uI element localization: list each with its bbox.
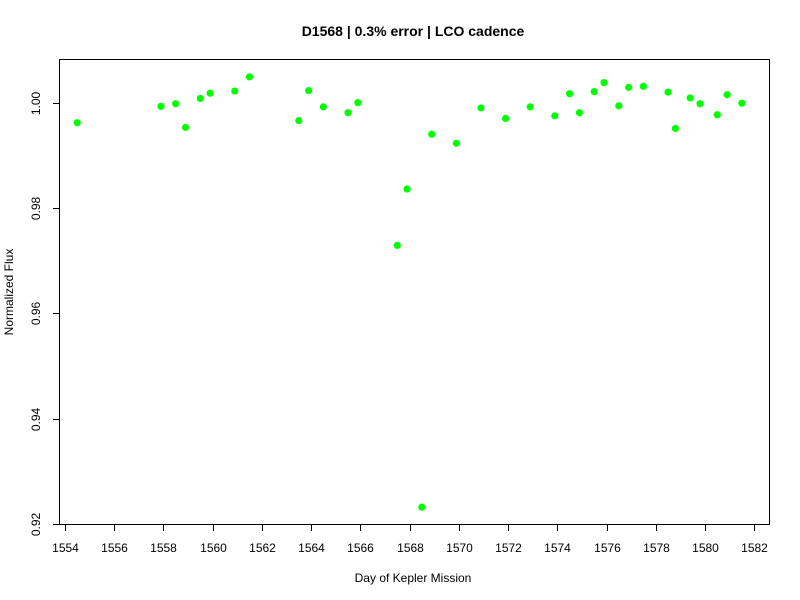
x-tick-label: 1560 — [200, 541, 227, 555]
data-point — [181, 123, 190, 132]
data-point — [157, 102, 165, 110]
data-point — [305, 86, 313, 95]
data-point — [354, 99, 362, 107]
y-tick-label: 1.00 — [29, 91, 43, 115]
data-point — [526, 103, 534, 111]
data-point — [393, 241, 401, 249]
data-point — [713, 111, 721, 119]
data-point — [615, 102, 623, 110]
chart-title: D1568 | 0.3% error | LCO cadence — [302, 23, 525, 39]
x-tick-label: 1556 — [101, 541, 128, 555]
data-point — [639, 82, 648, 90]
data-point — [428, 130, 436, 138]
data-point — [600, 79, 608, 87]
y-tick-label: 0.98 — [29, 196, 43, 220]
data-point — [565, 90, 574, 98]
x-tick-label: 1580 — [692, 541, 719, 555]
data-point — [696, 100, 704, 108]
data-point — [418, 503, 426, 511]
y-axis: 0.92 0.94 0.96 0.98 1.00 — [29, 91, 60, 536]
data-point — [172, 100, 180, 108]
data-point — [575, 109, 584, 117]
data-point — [477, 104, 485, 112]
data-point — [452, 139, 460, 147]
data-point — [73, 119, 81, 127]
data-point — [319, 103, 328, 111]
x-tick-label: 1564 — [298, 541, 325, 555]
data-points — [73, 73, 746, 511]
plot-frame — [59, 59, 770, 525]
x-tick-label: 1562 — [249, 541, 276, 555]
data-point — [206, 89, 214, 97]
x-tick-label: 1554 — [52, 541, 79, 555]
data-point — [231, 87, 239, 95]
x-tick-label: 1570 — [446, 541, 473, 555]
data-point — [551, 112, 559, 120]
data-point — [738, 99, 746, 107]
y-tick-label: 0.94 — [29, 407, 43, 431]
x-tick-label: 1558 — [150, 541, 177, 555]
data-point — [723, 91, 731, 99]
data-point — [344, 109, 352, 117]
y-axis-label: Normalized Flux — [2, 249, 16, 336]
data-point — [664, 88, 672, 96]
data-point — [590, 88, 598, 96]
x-tick-label: 1582 — [741, 541, 768, 555]
data-point — [686, 94, 694, 102]
data-point — [295, 116, 303, 125]
x-tick-label: 1572 — [495, 541, 522, 555]
data-point — [671, 124, 680, 133]
x-tick-label: 1566 — [347, 541, 374, 555]
y-tick-label: 0.96 — [29, 301, 43, 325]
data-point — [245, 73, 254, 81]
x-tick-label: 1574 — [544, 541, 571, 555]
data-point — [625, 83, 633, 91]
data-point — [501, 114, 510, 123]
x-axis: 1554 1556 1558 1560 1562 1564 1566 1568 1570 1572… — [52, 524, 768, 555]
data-point — [403, 185, 411, 193]
x-tick-label: 1576 — [594, 541, 621, 555]
x-tick-label: 1568 — [397, 541, 424, 555]
y-tick-label: 0.92 — [29, 512, 43, 536]
x-tick-label: 1578 — [643, 541, 670, 555]
data-point — [196, 94, 204, 103]
x-axis-label: Day of Kepler Mission — [355, 571, 472, 585]
